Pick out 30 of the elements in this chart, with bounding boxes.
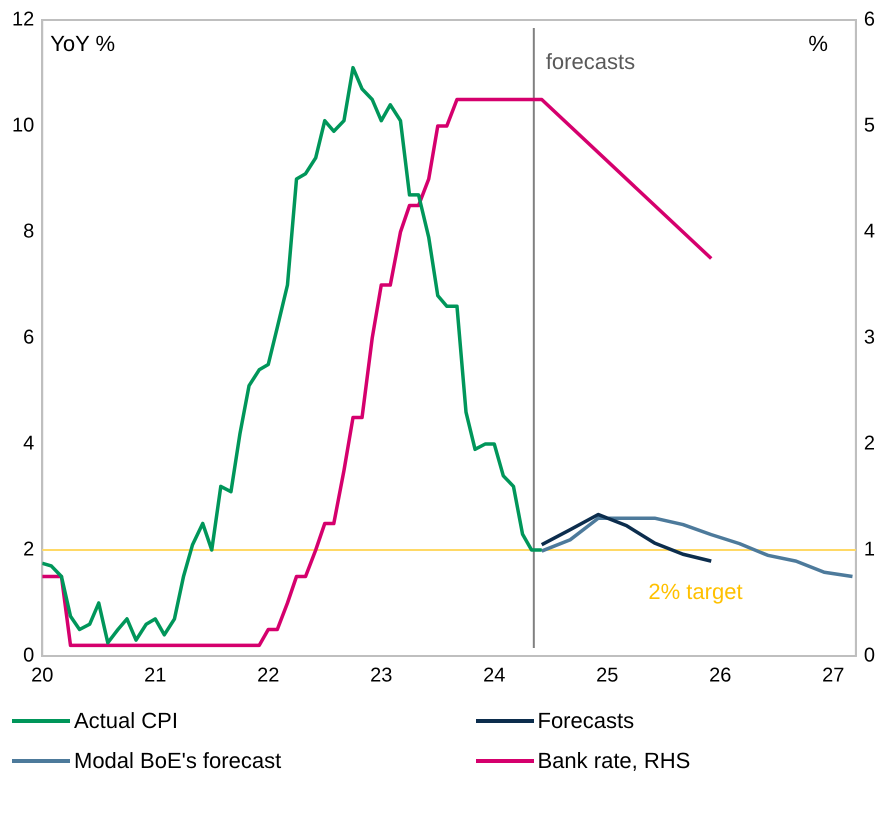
ref-line-label: 2% target [648, 579, 743, 604]
y-tick-label: 8 [23, 220, 34, 243]
y-tick-label: 6 [23, 326, 34, 349]
y2-axis-title: % [808, 31, 828, 56]
x-tick-label: 22 [257, 664, 280, 687]
legend-label: Actual CPI [74, 708, 178, 734]
y2-tick-label: 6 [864, 8, 875, 31]
x-tick-label: 24 [483, 664, 506, 687]
ref-line-label: forecasts [546, 49, 636, 74]
y-axis-title: YoY % [50, 31, 116, 56]
x-tick-label: 26 [709, 664, 732, 687]
legend-label: Bank rate, RHS [538, 748, 690, 774]
x-tick-label: 25 [596, 664, 618, 687]
y2-tick-label: 2 [864, 432, 875, 455]
x-tick-label: 27 [822, 664, 844, 687]
y2-tick-label: 5 [864, 114, 875, 137]
y-tick-label: 10 [12, 114, 34, 137]
x-tick-label: 23 [370, 664, 392, 687]
x-tick-label: 21 [144, 664, 166, 687]
y2-tick-label: 1 [864, 538, 875, 561]
y2-tick-label: 3 [864, 326, 875, 349]
y-tick-label: 0 [23, 644, 34, 667]
legend-label: Modal BoE's forecast [74, 748, 282, 774]
x-tick-label: 20 [31, 664, 54, 687]
y2-tick-label: 4 [864, 220, 875, 243]
y-tick-label: 12 [12, 8, 34, 31]
legend-label: Forecasts [538, 708, 634, 734]
y2-tick-label: 0 [864, 644, 875, 667]
y-tick-label: 4 [23, 432, 34, 455]
y-tick-label: 2 [23, 538, 34, 561]
